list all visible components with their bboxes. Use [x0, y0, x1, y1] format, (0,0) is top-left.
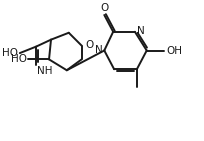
Text: O: O [100, 3, 108, 13]
Text: N: N [95, 45, 103, 55]
Text: N: N [137, 26, 145, 36]
Text: HO: HO [11, 54, 27, 64]
Text: HO: HO [2, 48, 18, 58]
Text: O: O [85, 40, 93, 50]
Text: OH: OH [166, 46, 182, 56]
Text: NH: NH [37, 66, 53, 76]
